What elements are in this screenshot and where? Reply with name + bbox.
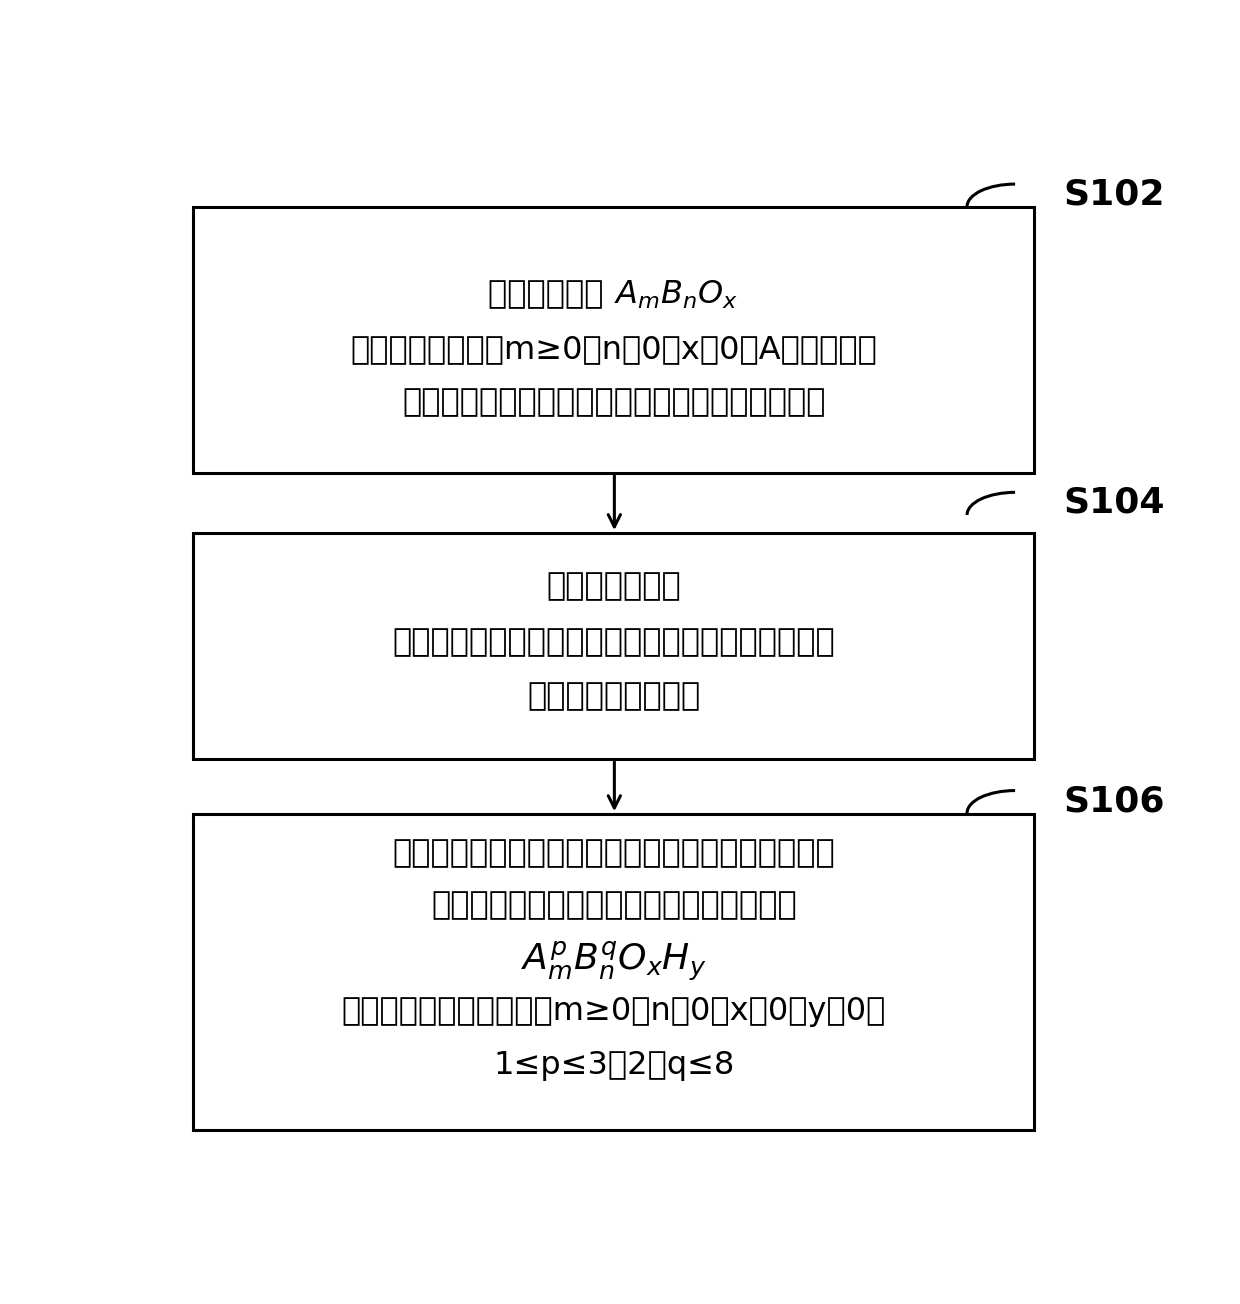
Bar xyxy=(193,814,1034,1131)
Text: $\mathbf{\mathit{A_m^p B_n^q O_x H_y}}$: $\mathbf{\mathit{A_m^p B_n^q O_x H_y}}$ xyxy=(521,940,707,983)
Text: 的含氢钌氧化物，其中，m≥0，n＞0，x＞0，y＞0，: 的含氢钌氧化物，其中，m≥0，n＞0，x＞0，y＞0， xyxy=(342,996,887,1028)
Text: S102: S102 xyxy=(1063,177,1164,211)
Text: 的氢离子插入所述氧化物，以形成结构式为: 的氢离子插入所述氧化物，以形成结构式为 xyxy=(432,891,797,921)
Text: 素、碱土金属元素和稀土金属元素中的一种或多种: 素、碱土金属元素和稀土金属元素中的一种或多种 xyxy=(402,387,826,419)
Text: 1≤p≤3，2＜q≤8: 1≤p≤3，2＜q≤8 xyxy=(494,1050,734,1081)
Text: 提供结构式为: 提供结构式为 xyxy=(489,279,614,310)
Text: 提供离子液体，: 提供离子液体， xyxy=(547,571,681,601)
Text: 向所述离子液体施加电场，从而使得所述离子液体中: 向所述离子液体施加电场，从而使得所述离子液体中 xyxy=(393,837,836,868)
Text: 所述离子液体中包含氢离子和氧离子，将所述氧化物: 所述离子液体中包含氢离子和氧离子，将所述氧化物 xyxy=(393,627,836,659)
Text: $\mathbf{\mathit{A_mB_nO_x}}$: $\mathbf{\mathit{A_mB_nO_x}}$ xyxy=(614,279,738,312)
Text: 置于所述离子液体中: 置于所述离子液体中 xyxy=(527,681,701,712)
Text: S104: S104 xyxy=(1063,486,1164,520)
Bar xyxy=(193,533,1034,759)
Text: S106: S106 xyxy=(1063,784,1164,818)
Bar xyxy=(193,206,1034,473)
Text: 的氧化物，其中，m≥0，n＞0，x＞0，A为碱金属元: 的氧化物，其中，m≥0，n＞0，x＞0，A为碱金属元 xyxy=(351,334,878,365)
